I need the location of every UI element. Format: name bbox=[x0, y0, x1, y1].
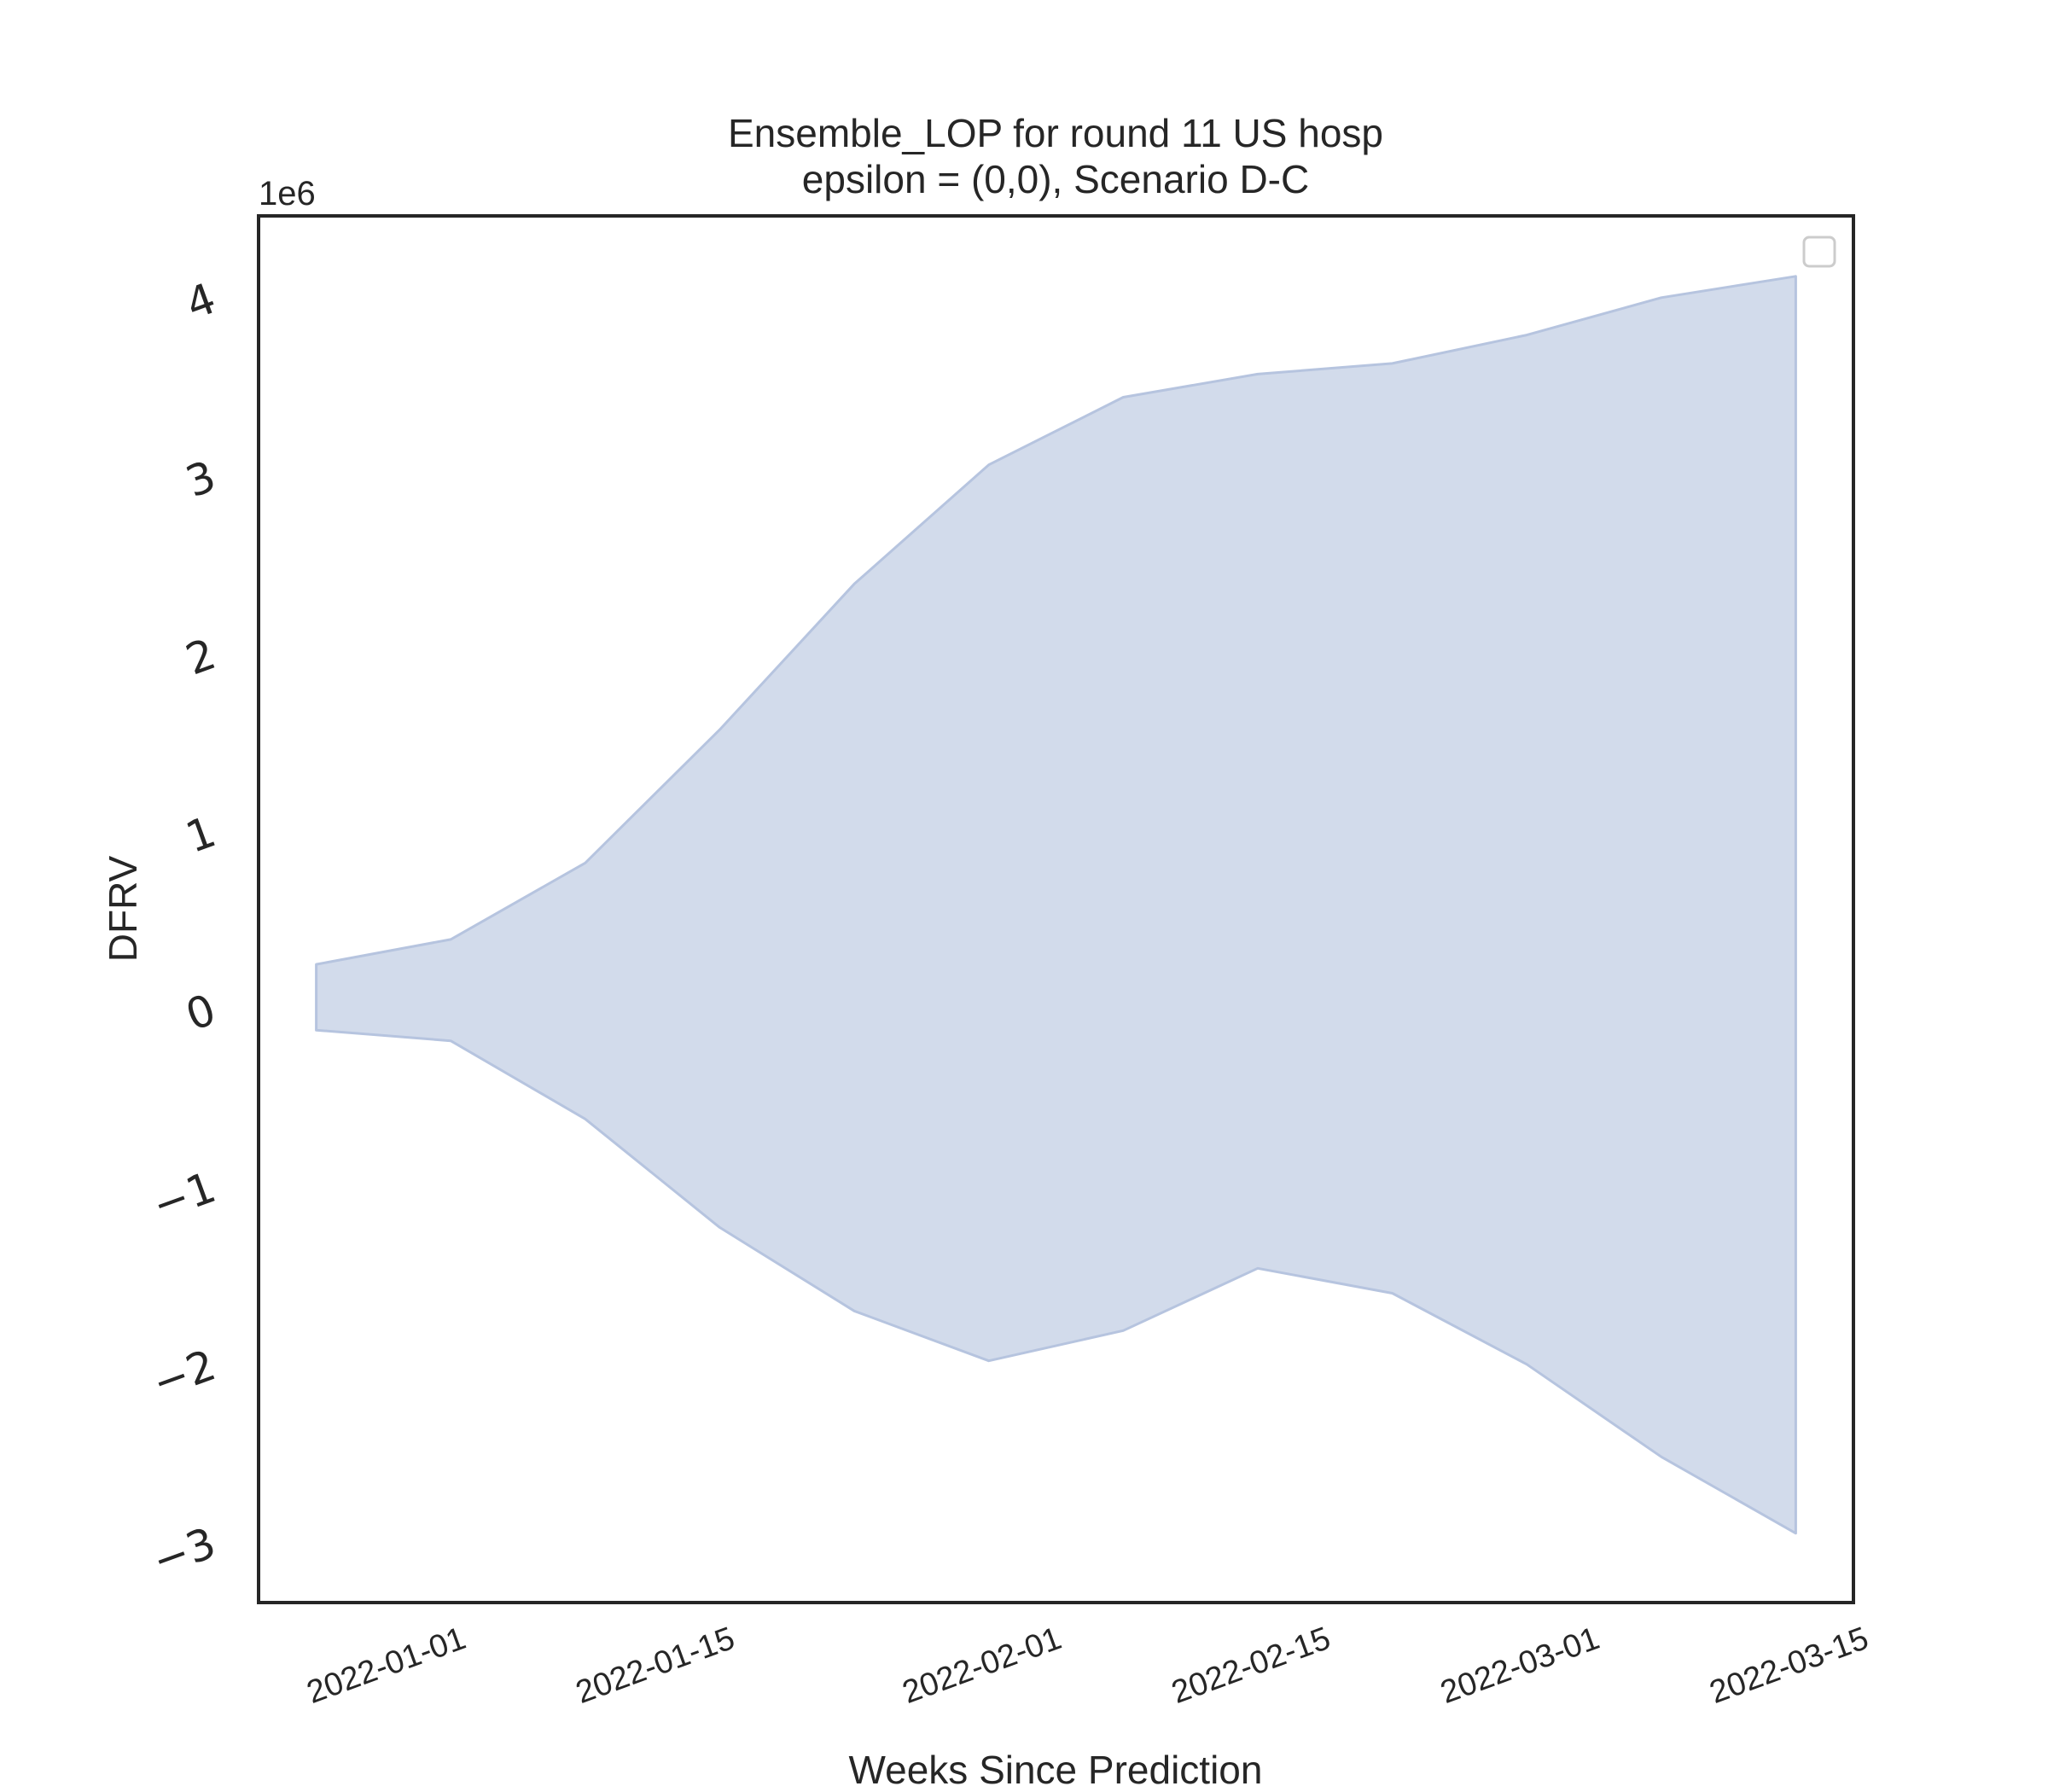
chart-title-line1: Ensemble_LOP for round 11 US hosp bbox=[728, 111, 1383, 155]
x-tick-label: 2022-03-15 bbox=[1705, 1620, 1873, 1711]
uncertainty-band bbox=[315, 275, 1797, 1535]
y-tick-label: 0 bbox=[179, 985, 222, 1040]
y-axis-label: DFRV bbox=[101, 855, 145, 962]
y-tick-label: 3 bbox=[179, 451, 222, 507]
y-tick-label: 2 bbox=[179, 629, 222, 684]
legend-box bbox=[1802, 236, 1836, 268]
plot-area bbox=[315, 275, 1797, 1535]
y-tick-label: −1 bbox=[146, 1162, 222, 1231]
y-axis: −3 −2 −1 0 1 2 3 4 bbox=[146, 274, 222, 1586]
y-tick-label: 4 bbox=[179, 274, 222, 329]
y-offset-label: 1e6 bbox=[259, 175, 316, 212]
y-tick-label: −2 bbox=[146, 1341, 222, 1409]
y-tick-label: −3 bbox=[146, 1518, 222, 1586]
x-tick-label: 2022-01-01 bbox=[302, 1620, 470, 1711]
x-axis-label: Weeks Since Prediction bbox=[849, 1748, 1263, 1792]
chart-title-line2: epsilon = (0,0), Scenario D-C bbox=[802, 157, 1309, 201]
plot-frame bbox=[257, 214, 1855, 1604]
x-tick-label: 2022-01-15 bbox=[571, 1620, 739, 1711]
x-tick-label: 2022-02-01 bbox=[898, 1620, 1066, 1711]
x-tick-label: 2022-03-01 bbox=[1436, 1620, 1604, 1711]
x-tick-label: 2022-02-15 bbox=[1167, 1620, 1335, 1711]
y-tick-label: 1 bbox=[179, 807, 222, 863]
x-axis: 2022-01-01 2022-01-15 2022-02-01 2022-02-15… bbox=[302, 1620, 1873, 1711]
